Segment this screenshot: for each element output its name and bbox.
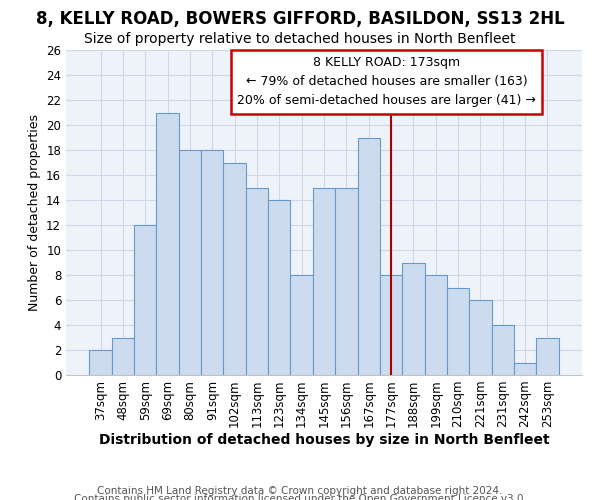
Bar [89, 350, 112, 375]
Text: Contains HM Land Registry data © Crown copyright and database right 2024.: Contains HM Land Registry data © Crown c… [97, 486, 503, 496]
Text: Size of property relative to detached houses in North Benfleet: Size of property relative to detached ho… [84, 32, 516, 46]
Y-axis label: Number of detached properties: Number of detached properties [28, 114, 41, 311]
Bar [268, 200, 290, 375]
Bar [313, 188, 335, 375]
Bar [223, 162, 246, 375]
Bar [491, 325, 514, 375]
Bar [335, 188, 358, 375]
Bar [536, 338, 559, 375]
Text: 8 KELLY ROAD: 173sqm
← 79% of detached houses are smaller (163)
20% of semi-deta: 8 KELLY ROAD: 173sqm ← 79% of detached h… [237, 56, 536, 108]
Bar [157, 112, 179, 375]
Bar [469, 300, 491, 375]
Bar [179, 150, 201, 375]
Text: Contains public sector information licensed under the Open Government Licence v3: Contains public sector information licen… [74, 494, 526, 500]
Bar [380, 275, 402, 375]
Text: 8, KELLY ROAD, BOWERS GIFFORD, BASILDON, SS13 2HL: 8, KELLY ROAD, BOWERS GIFFORD, BASILDON,… [35, 10, 565, 28]
Bar [112, 338, 134, 375]
Bar [447, 288, 469, 375]
X-axis label: Distribution of detached houses by size in North Benfleet: Distribution of detached houses by size … [98, 433, 550, 447]
Bar [514, 362, 536, 375]
Bar [402, 262, 425, 375]
Bar [201, 150, 223, 375]
Bar [425, 275, 447, 375]
Bar [134, 225, 157, 375]
Bar [246, 188, 268, 375]
Bar [358, 138, 380, 375]
Bar [290, 275, 313, 375]
